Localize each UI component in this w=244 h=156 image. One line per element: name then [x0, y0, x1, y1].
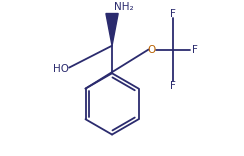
Text: F: F — [170, 9, 176, 19]
Text: F: F — [170, 80, 176, 90]
Polygon shape — [106, 14, 118, 46]
Text: F: F — [192, 44, 198, 54]
Text: O: O — [148, 44, 156, 54]
Text: NH₂: NH₂ — [113, 2, 133, 12]
Text: HO: HO — [53, 64, 69, 74]
